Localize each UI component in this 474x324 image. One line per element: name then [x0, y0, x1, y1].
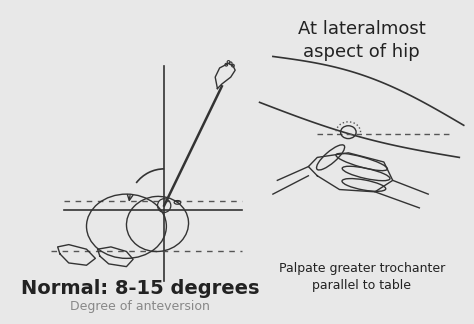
Text: Normal: 8-15 degrees: Normal: 8-15 degrees: [20, 279, 259, 298]
Text: At lateralmost
aspect of hip: At lateralmost aspect of hip: [298, 20, 426, 61]
Text: Palpate greater trochanter
parallel to table: Palpate greater trochanter parallel to t…: [279, 262, 445, 292]
Text: Degree of anteversion: Degree of anteversion: [70, 300, 210, 313]
